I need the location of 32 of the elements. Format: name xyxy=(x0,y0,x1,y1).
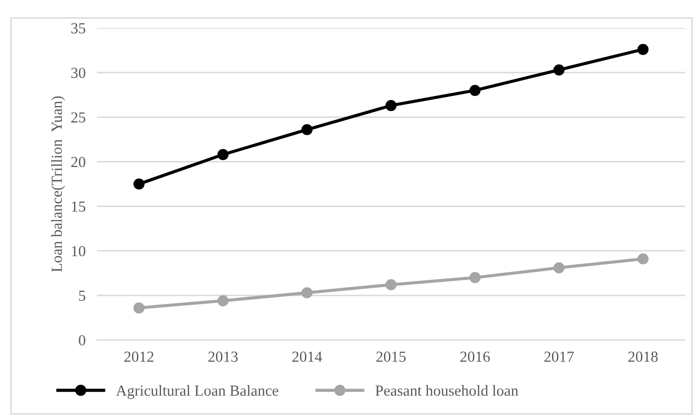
x-tick-label: 2017 xyxy=(544,352,574,362)
point xyxy=(217,295,229,306)
y-tick-label: 15 xyxy=(72,202,86,212)
y-tick-label: 5 xyxy=(79,290,86,301)
point xyxy=(301,287,313,298)
y-tick-label: 35 xyxy=(71,23,86,34)
legend-label: Peasant household loan xyxy=(375,385,518,396)
x-tick-label: 2016 xyxy=(460,352,490,362)
point xyxy=(637,44,649,55)
point xyxy=(637,253,649,264)
point xyxy=(553,262,565,274)
point xyxy=(301,124,313,136)
x-tick-label: 2018 xyxy=(628,352,658,362)
point xyxy=(385,100,397,112)
x-tick-label: 2015 xyxy=(376,352,406,362)
y-tick-label: 30 xyxy=(71,68,86,78)
point xyxy=(469,272,481,284)
point xyxy=(133,302,145,314)
y-axis-title: Loan balance(Trillion Yuan) xyxy=(51,96,66,272)
legend-label: Agricultural Loan Balance xyxy=(116,385,278,399)
x-tick-label: 2013 xyxy=(208,352,238,362)
y-tick-label: 10 xyxy=(72,246,86,256)
y-tick-label: 25 xyxy=(71,112,86,123)
point xyxy=(469,84,481,96)
y-tick-label: 20 xyxy=(71,156,86,168)
point xyxy=(553,64,565,76)
point xyxy=(217,149,229,160)
x-tick-label: 2014 xyxy=(292,352,322,362)
y-tick-label: 0 xyxy=(78,335,86,346)
x-tick-label: 2012 xyxy=(124,352,154,362)
point xyxy=(133,178,145,190)
point xyxy=(385,279,397,290)
